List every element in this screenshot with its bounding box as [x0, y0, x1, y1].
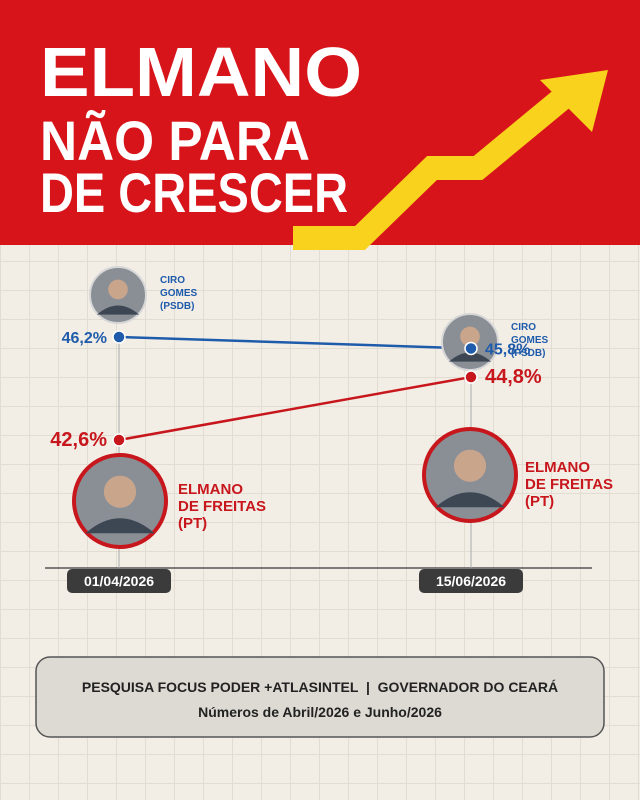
- title-line: DE CRESCER: [40, 161, 348, 224]
- candidate-label: (PSDB): [511, 348, 545, 359]
- candidate-label: DE FREITAS: [525, 476, 613, 493]
- date-pill: [419, 569, 523, 593]
- x-tick-label: 15/06/2026: [436, 573, 506, 589]
- note: Números de Abril/2026 e Junho/2026: [198, 704, 442, 720]
- photo-body: [449, 352, 491, 362]
- photo-body: [85, 518, 155, 534]
- title-line: NÃO PARA: [40, 109, 310, 172]
- candidate-photo: [72, 453, 168, 549]
- photo-head: [103, 475, 137, 508]
- candidate-label: CIRO: [160, 275, 185, 286]
- candidate-label: (PT): [525, 493, 554, 510]
- x-tick-label: 01/04/2026: [84, 573, 154, 589]
- data-point: [112, 433, 126, 447]
- candidate-photo: [422, 427, 518, 523]
- photo-head: [108, 279, 128, 300]
- series-line: [118, 375, 472, 442]
- value-label: 46,2%: [62, 330, 107, 347]
- candidate-label: ELMANO: [178, 481, 243, 498]
- value-label: 45,8%: [485, 341, 530, 358]
- trend-arrow: [293, 70, 608, 250]
- data-point: [112, 330, 126, 344]
- data-point: [464, 370, 478, 384]
- candidate-label: GOMES: [160, 288, 198, 299]
- value-label: 44,8%: [485, 366, 542, 388]
- series-line: [118, 335, 472, 350]
- data-point: [464, 341, 478, 356]
- candidate-label: GOMES: [511, 335, 549, 346]
- footer-box: [35, 656, 605, 738]
- candidate-label: ELMANO: [525, 459, 590, 476]
- photo-body: [97, 305, 139, 315]
- photo-head: [460, 326, 480, 347]
- candidate-label: (PSDB): [160, 301, 194, 312]
- source: PESQUISA FOCUS PODER +ATLASINTEL | GOVER…: [82, 679, 558, 695]
- value-label: 42,6%: [50, 429, 107, 451]
- date-pill: [67, 569, 171, 593]
- photo-head: [453, 449, 487, 482]
- candidate-label: (PT): [178, 515, 207, 532]
- candidate-label: CIRO: [511, 322, 536, 333]
- photo-body: [435, 492, 505, 508]
- candidate-label: DE FREITAS: [178, 498, 266, 515]
- candidate-photo: [89, 266, 147, 324]
- title-line: ELMANO: [40, 33, 362, 111]
